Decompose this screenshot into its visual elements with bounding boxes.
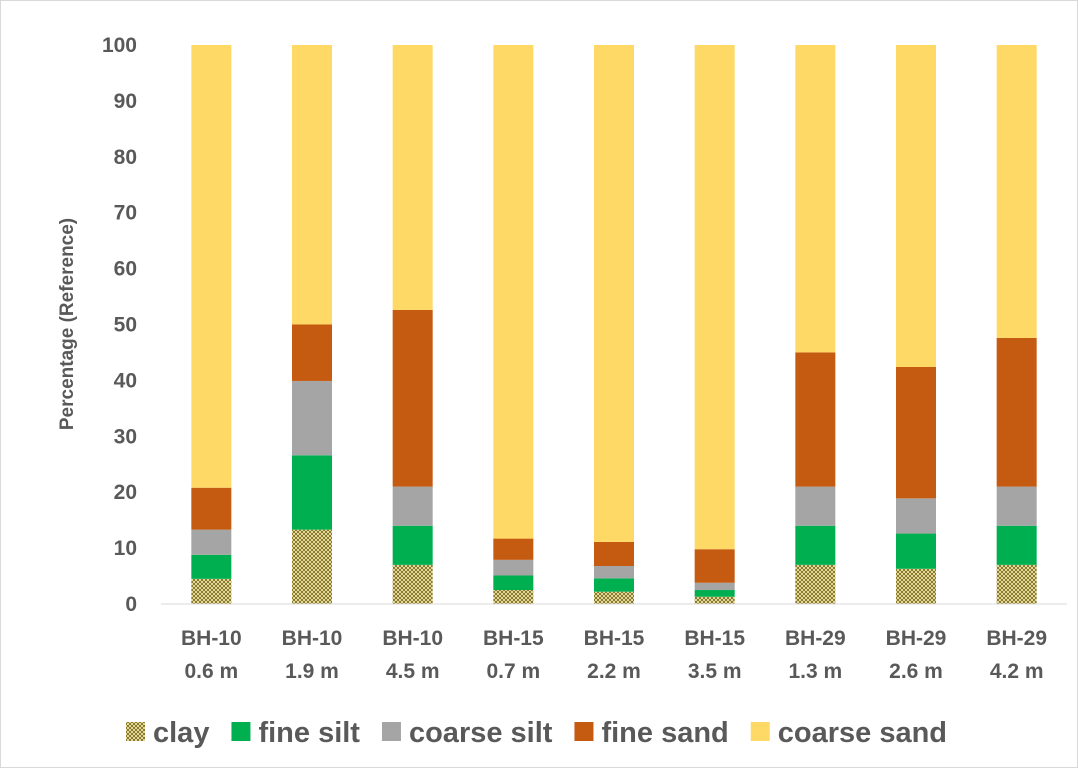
y-tick-label: 0 xyxy=(125,593,137,616)
y-tick-label: 40 xyxy=(114,369,137,392)
bar-segment-clay xyxy=(694,596,735,604)
legend-label: coarse silt xyxy=(409,717,553,749)
x-tick-label: BH-15 xyxy=(584,627,645,650)
bar-segment-fine-silt xyxy=(694,590,735,597)
y-tick-label: 60 xyxy=(114,258,137,281)
bar-segment-fine-silt xyxy=(896,533,936,569)
legend-swatch-clay xyxy=(126,722,145,741)
bar-segment-fine-sand xyxy=(392,309,433,487)
x-tick-label: 0.7 m xyxy=(486,660,540,683)
bar-segment-fine-sand xyxy=(594,541,634,566)
x-axis-ticks: BH-10 0.6 m BH-10 1.9 m BH-10 4.5 m BH-15 0.7 m… xyxy=(181,627,1047,683)
x-tick-label: BH-29 xyxy=(785,627,846,650)
y-axis-label: Percentage (Reference) xyxy=(57,218,78,430)
legend-swatch-fine-silt xyxy=(231,722,251,741)
x-tick-label: BH-29 xyxy=(986,627,1047,650)
legend-swatch-coarse-sand xyxy=(750,722,770,741)
x-tick-label: 0.6 m xyxy=(184,660,238,683)
bar-segment-coarse-silt xyxy=(694,582,735,591)
x-tick-label: 2.6 m xyxy=(889,660,943,683)
bar-segment-coarse-silt xyxy=(191,529,232,555)
x-tick-label: 4.5 m xyxy=(386,660,440,683)
legend-swatch-fine-sand xyxy=(574,722,594,741)
x-tick-label: BH-10 xyxy=(181,627,242,650)
bar-segment-clay xyxy=(392,564,433,604)
bar-segment-coarse-sand xyxy=(795,45,836,353)
bar-segment-clay xyxy=(795,564,836,604)
x-tick-label: 4.2 m xyxy=(990,660,1044,683)
bar-segment-coarse-silt xyxy=(392,486,433,526)
x-tick-label: BH-10 xyxy=(282,627,343,650)
x-tick-label: 3.5 m xyxy=(688,660,742,683)
legend-swatch-coarse-silt xyxy=(381,722,401,741)
y-tick-label: 70 xyxy=(114,202,137,225)
bar-segment-coarse-silt xyxy=(493,559,534,576)
bar-segment-fine-silt xyxy=(292,455,332,530)
y-tick-label: 100 xyxy=(102,34,137,57)
y-tick-label: 50 xyxy=(114,314,137,337)
bar-segment-fine-sand xyxy=(493,538,534,560)
bar-segment-coarse-sand xyxy=(594,45,634,542)
y-tick-label: 20 xyxy=(114,481,137,504)
bar-segment-coarse-silt xyxy=(896,498,936,534)
bar-segment-coarse-sand xyxy=(896,45,936,367)
bar-segment-fine-silt xyxy=(795,525,836,565)
bar-segment-coarse-silt xyxy=(594,565,634,579)
bar-segment-fine-sand xyxy=(191,487,232,530)
legend-label: coarse sand xyxy=(778,717,947,749)
bar-segment-coarse-silt xyxy=(996,486,1037,526)
bar-segment-fine-sand xyxy=(292,324,332,381)
legend-label: fine sand xyxy=(601,717,728,749)
x-tick-label: 1.9 m xyxy=(285,660,339,683)
legend-label: fine silt xyxy=(258,717,360,749)
bar-segment-fine-sand xyxy=(896,366,936,499)
x-tick-label: 2.2 m xyxy=(587,660,641,683)
bar-segment-clay xyxy=(493,590,534,604)
bar-segment-fine-silt xyxy=(493,575,534,591)
bar-segment-fine-silt xyxy=(191,554,232,579)
bar-segment-fine-silt xyxy=(392,525,433,565)
bar-segment-fine-sand xyxy=(694,549,735,583)
bar-segment-coarse-sand xyxy=(493,45,534,539)
bar-segment-fine-sand xyxy=(795,352,836,487)
y-axis-ticks: 0 10 20 30 40 50 60 70 80 90 100 xyxy=(102,34,137,616)
x-tick-label: BH-29 xyxy=(886,627,947,650)
bar-segment-coarse-sand xyxy=(292,45,332,325)
bar-segment-coarse-silt xyxy=(292,380,332,456)
bar-segment-fine-silt xyxy=(594,578,634,592)
bar-segment-clay xyxy=(594,591,634,604)
bar-segment-fine-sand xyxy=(996,337,1037,487)
y-tick-label: 80 xyxy=(114,146,137,169)
bar-segment-coarse-sand xyxy=(392,45,433,310)
x-tick-label: 1.3 m xyxy=(788,660,842,683)
bar-segment-coarse-sand xyxy=(191,45,232,488)
bars-group xyxy=(191,45,1037,604)
x-tick-label: BH-15 xyxy=(684,627,745,650)
bar-segment-coarse-sand xyxy=(694,45,735,550)
x-tick-label: BH-10 xyxy=(382,627,443,650)
bar-segment-clay xyxy=(996,564,1037,604)
legend-label: clay xyxy=(153,717,209,749)
legend: clay fine silt coarse silt fine sand coarse … xyxy=(126,717,947,749)
bar-segment-clay xyxy=(292,529,332,604)
y-tick-label: 90 xyxy=(114,90,137,113)
y-tick-label: 30 xyxy=(114,425,137,448)
bar-segment-clay xyxy=(191,578,232,604)
y-tick-label: 10 xyxy=(114,537,137,560)
bar-segment-coarse-sand xyxy=(996,45,1037,338)
bar-segment-coarse-silt xyxy=(795,486,836,526)
bar-segment-fine-silt xyxy=(996,525,1037,565)
bar-segment-clay xyxy=(896,568,936,604)
x-tick-label: BH-15 xyxy=(483,627,544,650)
